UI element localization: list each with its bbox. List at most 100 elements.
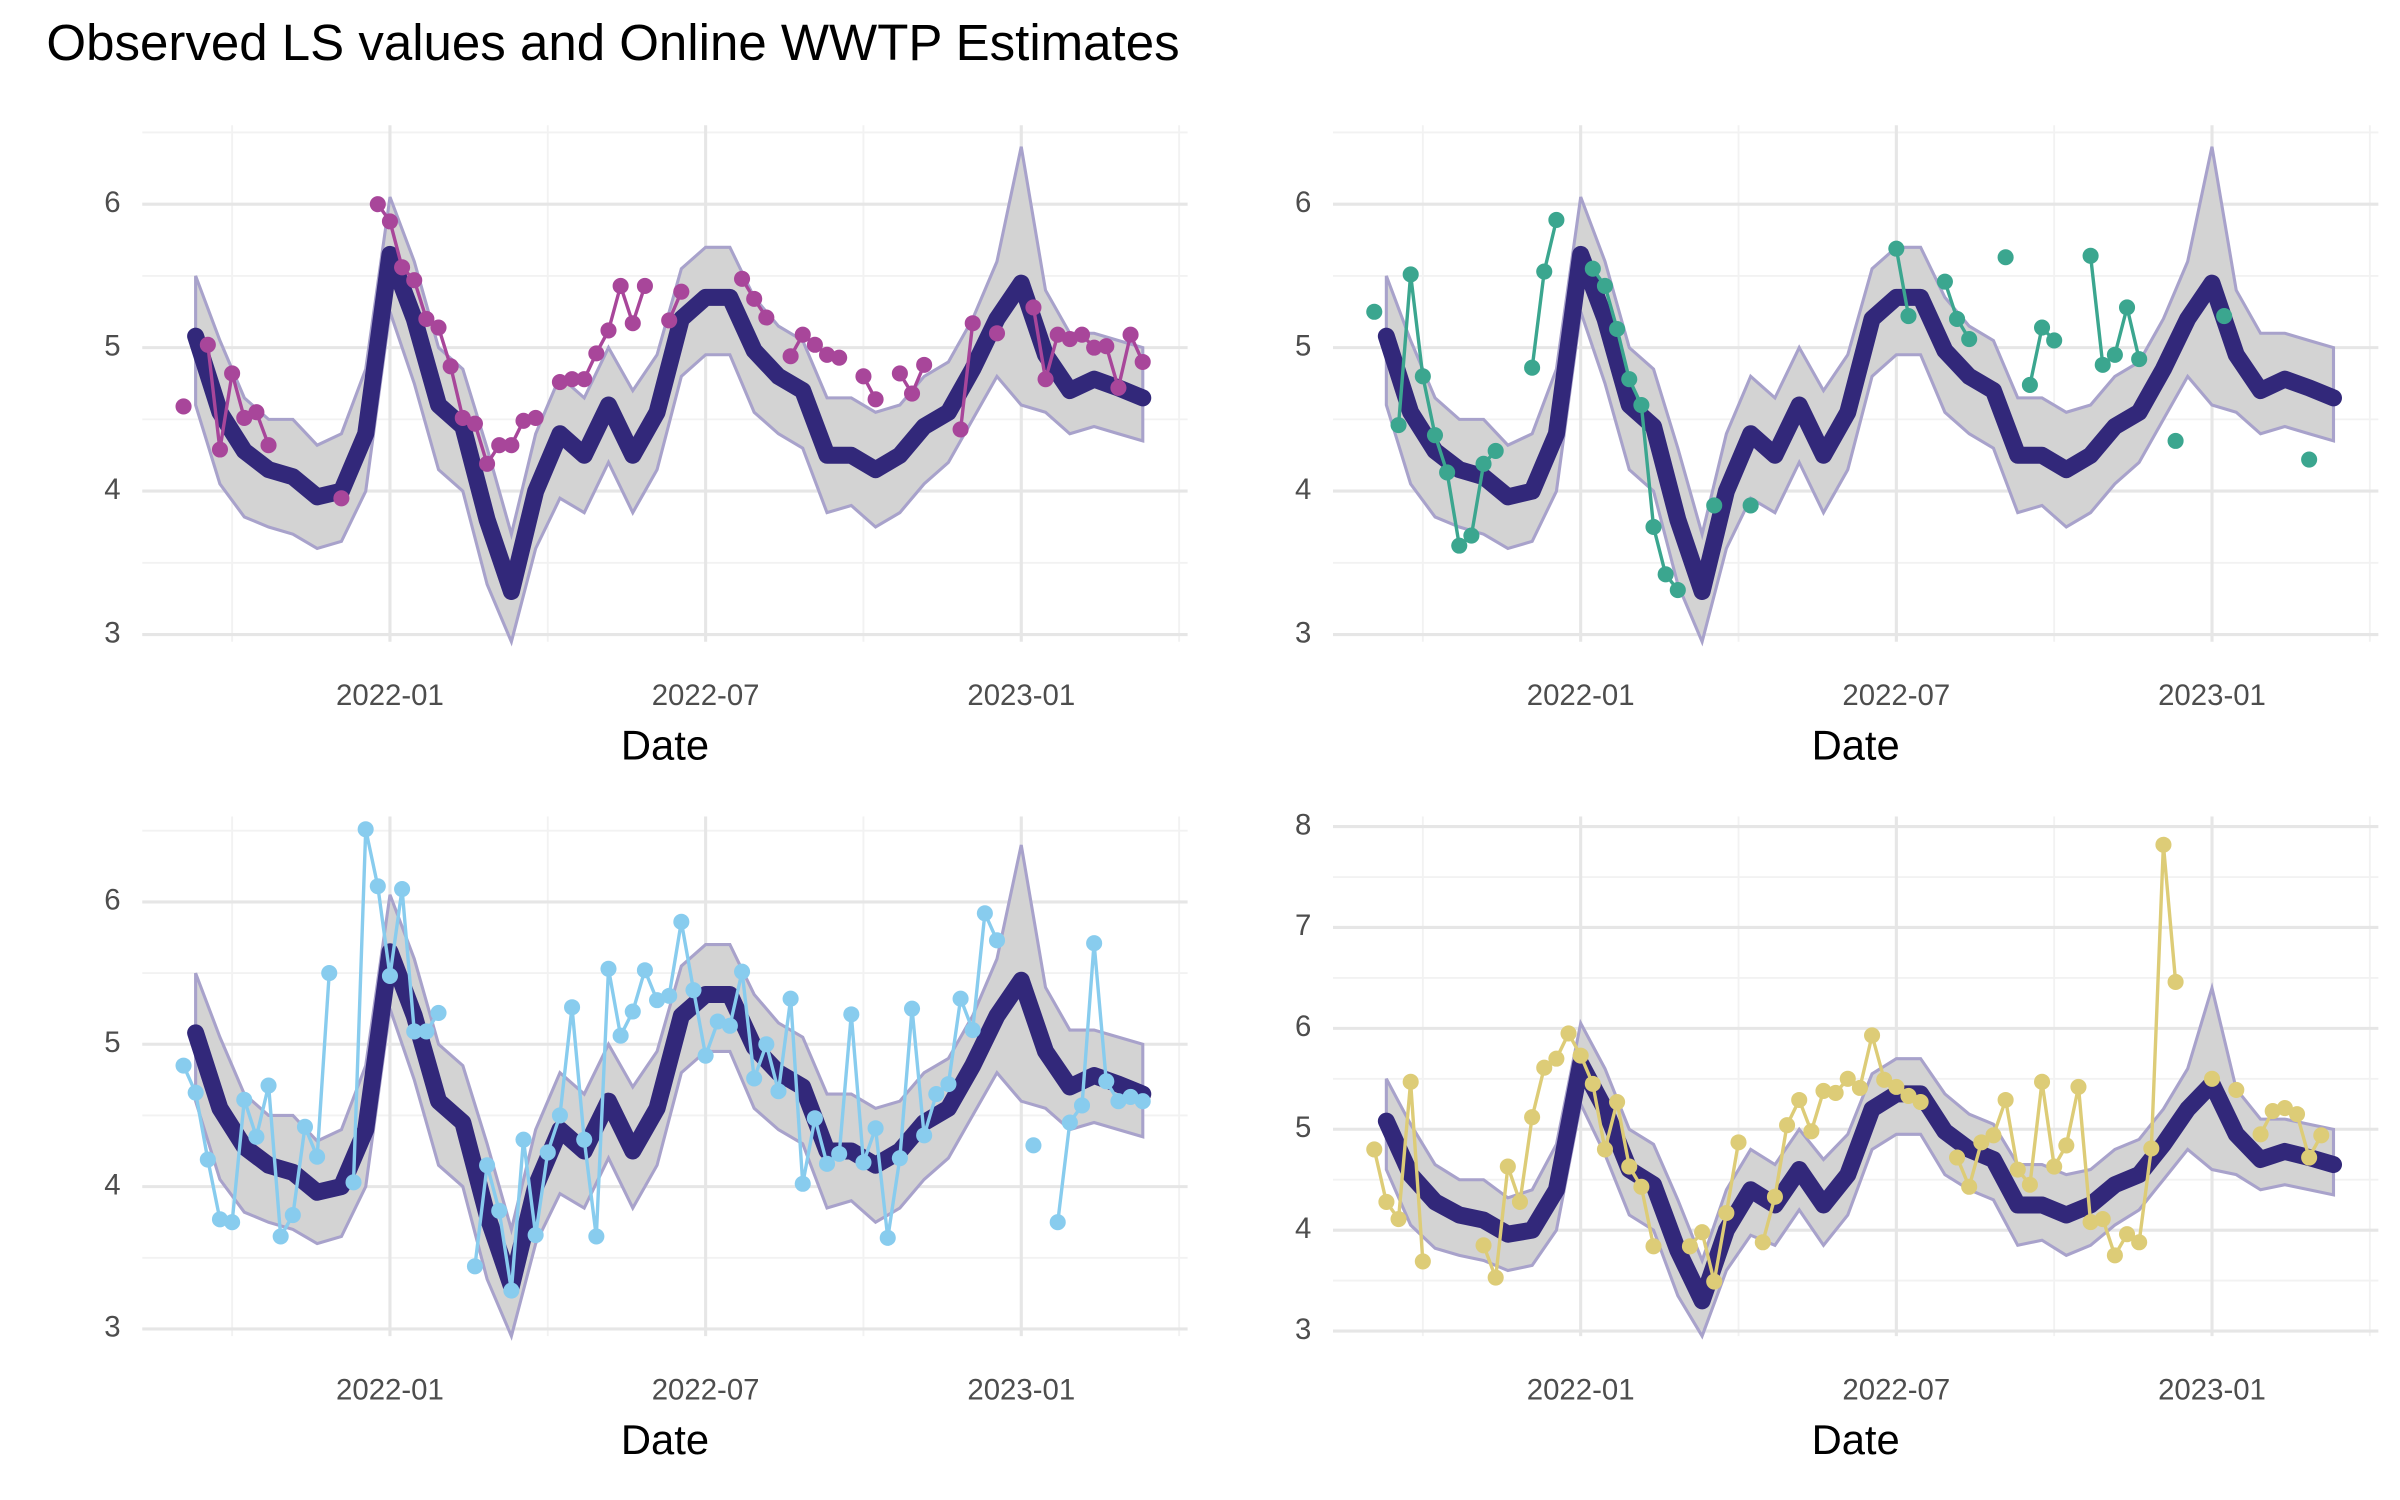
observed-point xyxy=(1110,1093,1127,1110)
y-tick-label: 6 xyxy=(1295,186,1311,219)
observed-point xyxy=(1414,368,1431,385)
observed-point xyxy=(952,990,969,1007)
panel: 2022-01 2022-07 2023-01 3 4 5 6 Date xyxy=(104,816,1188,1463)
observed-point xyxy=(1086,339,1103,356)
observed-point xyxy=(624,1003,641,1020)
observed-point xyxy=(1694,1224,1711,1241)
observed-point xyxy=(1463,527,1480,544)
observed-point xyxy=(636,962,653,979)
observed-point xyxy=(564,999,581,1016)
y-tick-label: 5 xyxy=(104,1026,120,1059)
observed-point xyxy=(1961,330,1978,348)
observed-point xyxy=(2094,356,2111,373)
observed-point xyxy=(2046,1158,2063,1175)
observed-point xyxy=(2143,1140,2160,1157)
observed-point xyxy=(1073,1097,1091,1114)
observed-point xyxy=(1706,1273,1723,1290)
observed-point xyxy=(1524,359,1541,376)
y-tick-label: 3 xyxy=(1295,1313,1311,1346)
observed-point xyxy=(891,365,908,382)
observed-point xyxy=(1718,1204,1735,1222)
y-tick-label: 3 xyxy=(104,1311,120,1344)
x-tick-label: 2022-07 xyxy=(1842,1374,1950,1407)
observed-point xyxy=(1487,442,1504,459)
observed-point xyxy=(782,990,799,1007)
observed-point xyxy=(879,1229,896,1246)
x-axis-title: Date xyxy=(1812,721,1900,768)
observed-point xyxy=(1681,1238,1698,1255)
observed-point xyxy=(551,374,568,391)
observed-point xyxy=(818,1155,836,1172)
observed-point xyxy=(1572,1047,1589,1064)
observed-point xyxy=(1851,1079,1868,1096)
observed-point xyxy=(2046,332,2063,349)
observed-point xyxy=(309,1148,326,1165)
observed-point xyxy=(479,455,496,472)
observed-point xyxy=(236,409,253,426)
observed-point xyxy=(333,490,350,507)
observed-point xyxy=(2021,376,2038,393)
observed-point xyxy=(2009,1161,2026,1178)
observed-point xyxy=(2070,1078,2087,1095)
observed-point xyxy=(988,932,1006,949)
observed-point xyxy=(770,1083,787,1100)
x-tick-label: 2022-01 xyxy=(1527,1374,1635,1407)
observed-point xyxy=(272,1228,289,1245)
observed-point xyxy=(2313,1127,2330,1144)
observed-point xyxy=(964,1021,981,1039)
observed-point xyxy=(2033,1073,2051,1090)
x-axis-title: Date xyxy=(1812,1416,1900,1463)
observed-point xyxy=(2131,351,2148,368)
observed-point xyxy=(260,1077,277,1094)
observed-point xyxy=(1645,518,1662,536)
observed-point xyxy=(1584,1075,1601,1092)
observed-point xyxy=(357,821,374,838)
observed-point xyxy=(248,404,265,421)
observed-point xyxy=(418,1023,435,1040)
observed-point xyxy=(284,1207,301,1224)
observed-point xyxy=(1779,1117,1796,1134)
observed-point xyxy=(734,270,751,287)
observed-point xyxy=(1366,1141,1383,1158)
observed-point xyxy=(843,1006,860,1023)
observed-point xyxy=(345,1174,362,1191)
observed-point xyxy=(649,992,666,1009)
y-tick-label: 5 xyxy=(1295,329,1311,362)
observed-point xyxy=(2106,346,2123,363)
observed-point xyxy=(2058,1137,2075,1154)
observed-point xyxy=(479,1157,496,1174)
observed-point xyxy=(321,965,338,982)
y-tick-label: 6 xyxy=(104,884,120,917)
observed-point xyxy=(1936,273,1953,290)
observed-point xyxy=(673,913,690,930)
observed-point xyxy=(1949,310,1966,327)
observed-point xyxy=(406,272,423,289)
observed-point xyxy=(491,1202,508,1219)
observed-point xyxy=(903,385,921,402)
observed-point xyxy=(1949,1149,1966,1166)
observed-point xyxy=(794,326,811,343)
observed-point xyxy=(1596,277,1613,294)
observed-point xyxy=(211,441,229,458)
observed-point xyxy=(1025,1137,1042,1154)
y-tick-label: 3 xyxy=(1295,616,1311,649)
observed-point xyxy=(199,336,216,353)
observed-point xyxy=(2082,1214,2099,1231)
observed-point xyxy=(1061,330,1078,348)
observed-point xyxy=(442,358,459,375)
y-tick-label: 4 xyxy=(104,1168,120,1201)
observed-point xyxy=(503,1282,520,1299)
observed-point xyxy=(1049,1214,1066,1231)
observed-point xyxy=(867,391,884,408)
observed-point xyxy=(1025,299,1042,316)
observed-point xyxy=(236,1091,253,1108)
observed-point xyxy=(1037,371,1054,388)
observed-point xyxy=(1900,308,1917,325)
observed-point xyxy=(2276,1100,2293,1117)
observed-point xyxy=(673,283,690,300)
observed-point xyxy=(855,368,872,385)
y-tick-label: 6 xyxy=(1295,1010,1311,1043)
chart-title: Observed LS values and Online WWTP Estim… xyxy=(46,14,1179,71)
observed-point xyxy=(806,1110,823,1127)
